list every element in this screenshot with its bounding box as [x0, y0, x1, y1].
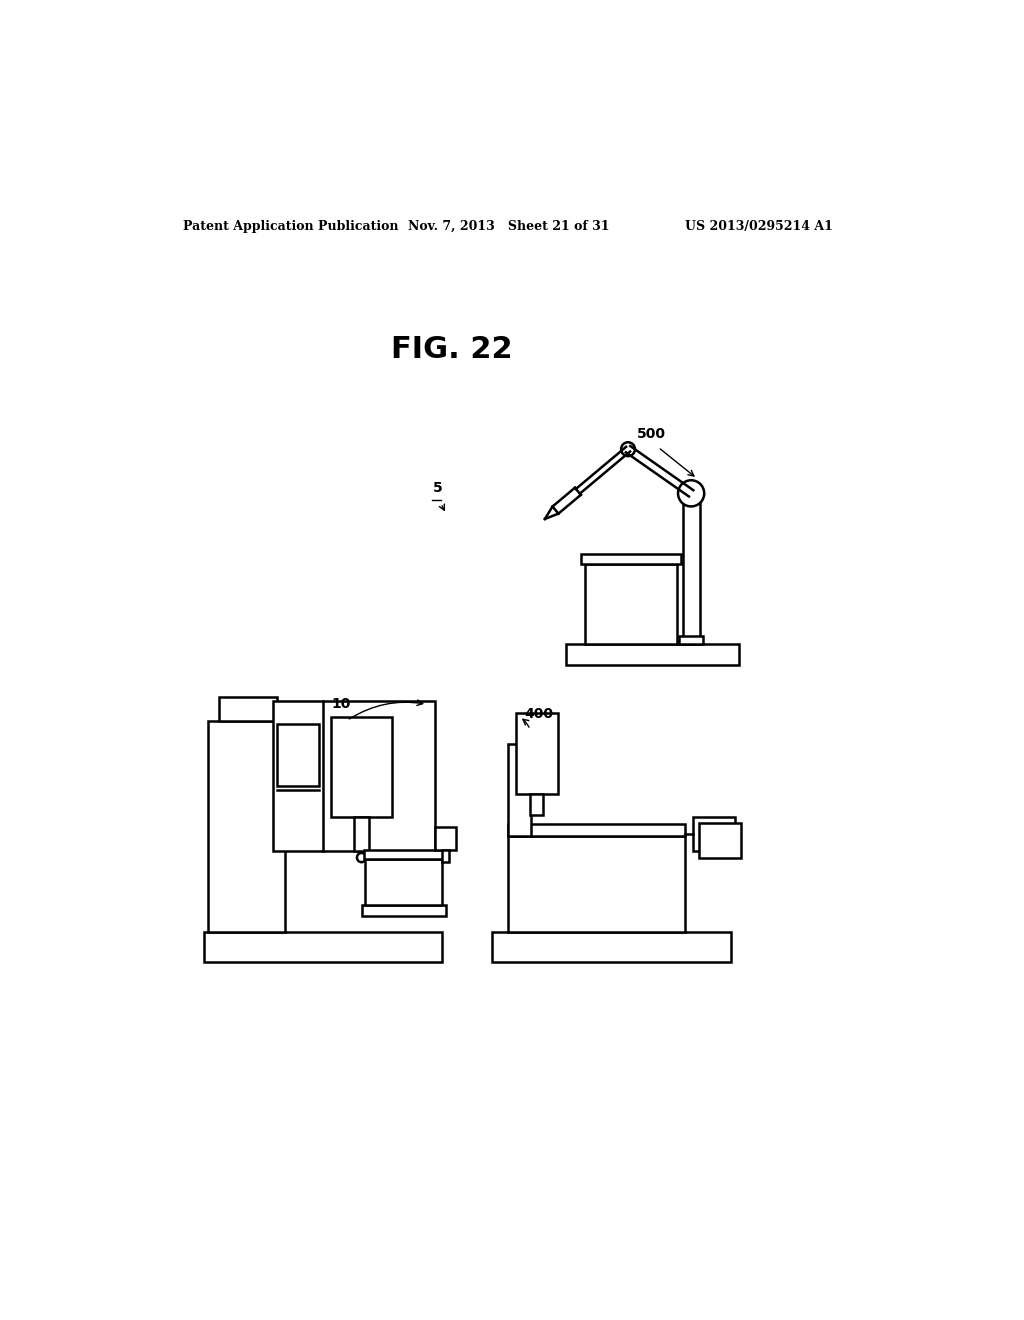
Bar [366, 859, 442, 906]
Bar [698, 822, 741, 858]
Text: 500: 500 [637, 426, 666, 441]
Bar [493, 932, 731, 961]
Bar [364, 850, 444, 859]
Bar [219, 697, 276, 721]
Circle shape [357, 853, 367, 862]
Bar [679, 636, 703, 644]
Text: Patent Application Publication: Patent Application Publication [183, 219, 398, 232]
Bar [581, 554, 681, 564]
Bar [531, 770, 550, 779]
Text: 10: 10 [332, 697, 351, 711]
Bar [204, 932, 442, 961]
Bar [331, 717, 392, 817]
Bar [585, 564, 677, 644]
Bar [442, 850, 449, 862]
Circle shape [622, 442, 635, 457]
Bar [692, 817, 735, 851]
Bar [361, 906, 446, 916]
Bar [508, 825, 685, 836]
Bar [530, 793, 543, 816]
Bar [354, 817, 370, 851]
Bar [565, 644, 739, 665]
Bar [273, 701, 435, 851]
Circle shape [678, 480, 705, 507]
Text: Nov. 7, 2013   Sheet 21 of 31: Nov. 7, 2013 Sheet 21 of 31 [408, 219, 609, 232]
Bar [515, 713, 558, 793]
Bar [435, 826, 457, 850]
Text: US 2013/0295214 A1: US 2013/0295214 A1 [685, 219, 833, 232]
Bar [276, 725, 319, 785]
Text: 400: 400 [524, 706, 553, 721]
Text: 5: 5 [432, 480, 442, 495]
Bar [683, 498, 699, 644]
Bar [508, 836, 685, 932]
Bar [208, 721, 285, 932]
Bar [508, 743, 531, 836]
Text: FIG. 22: FIG. 22 [391, 335, 512, 364]
